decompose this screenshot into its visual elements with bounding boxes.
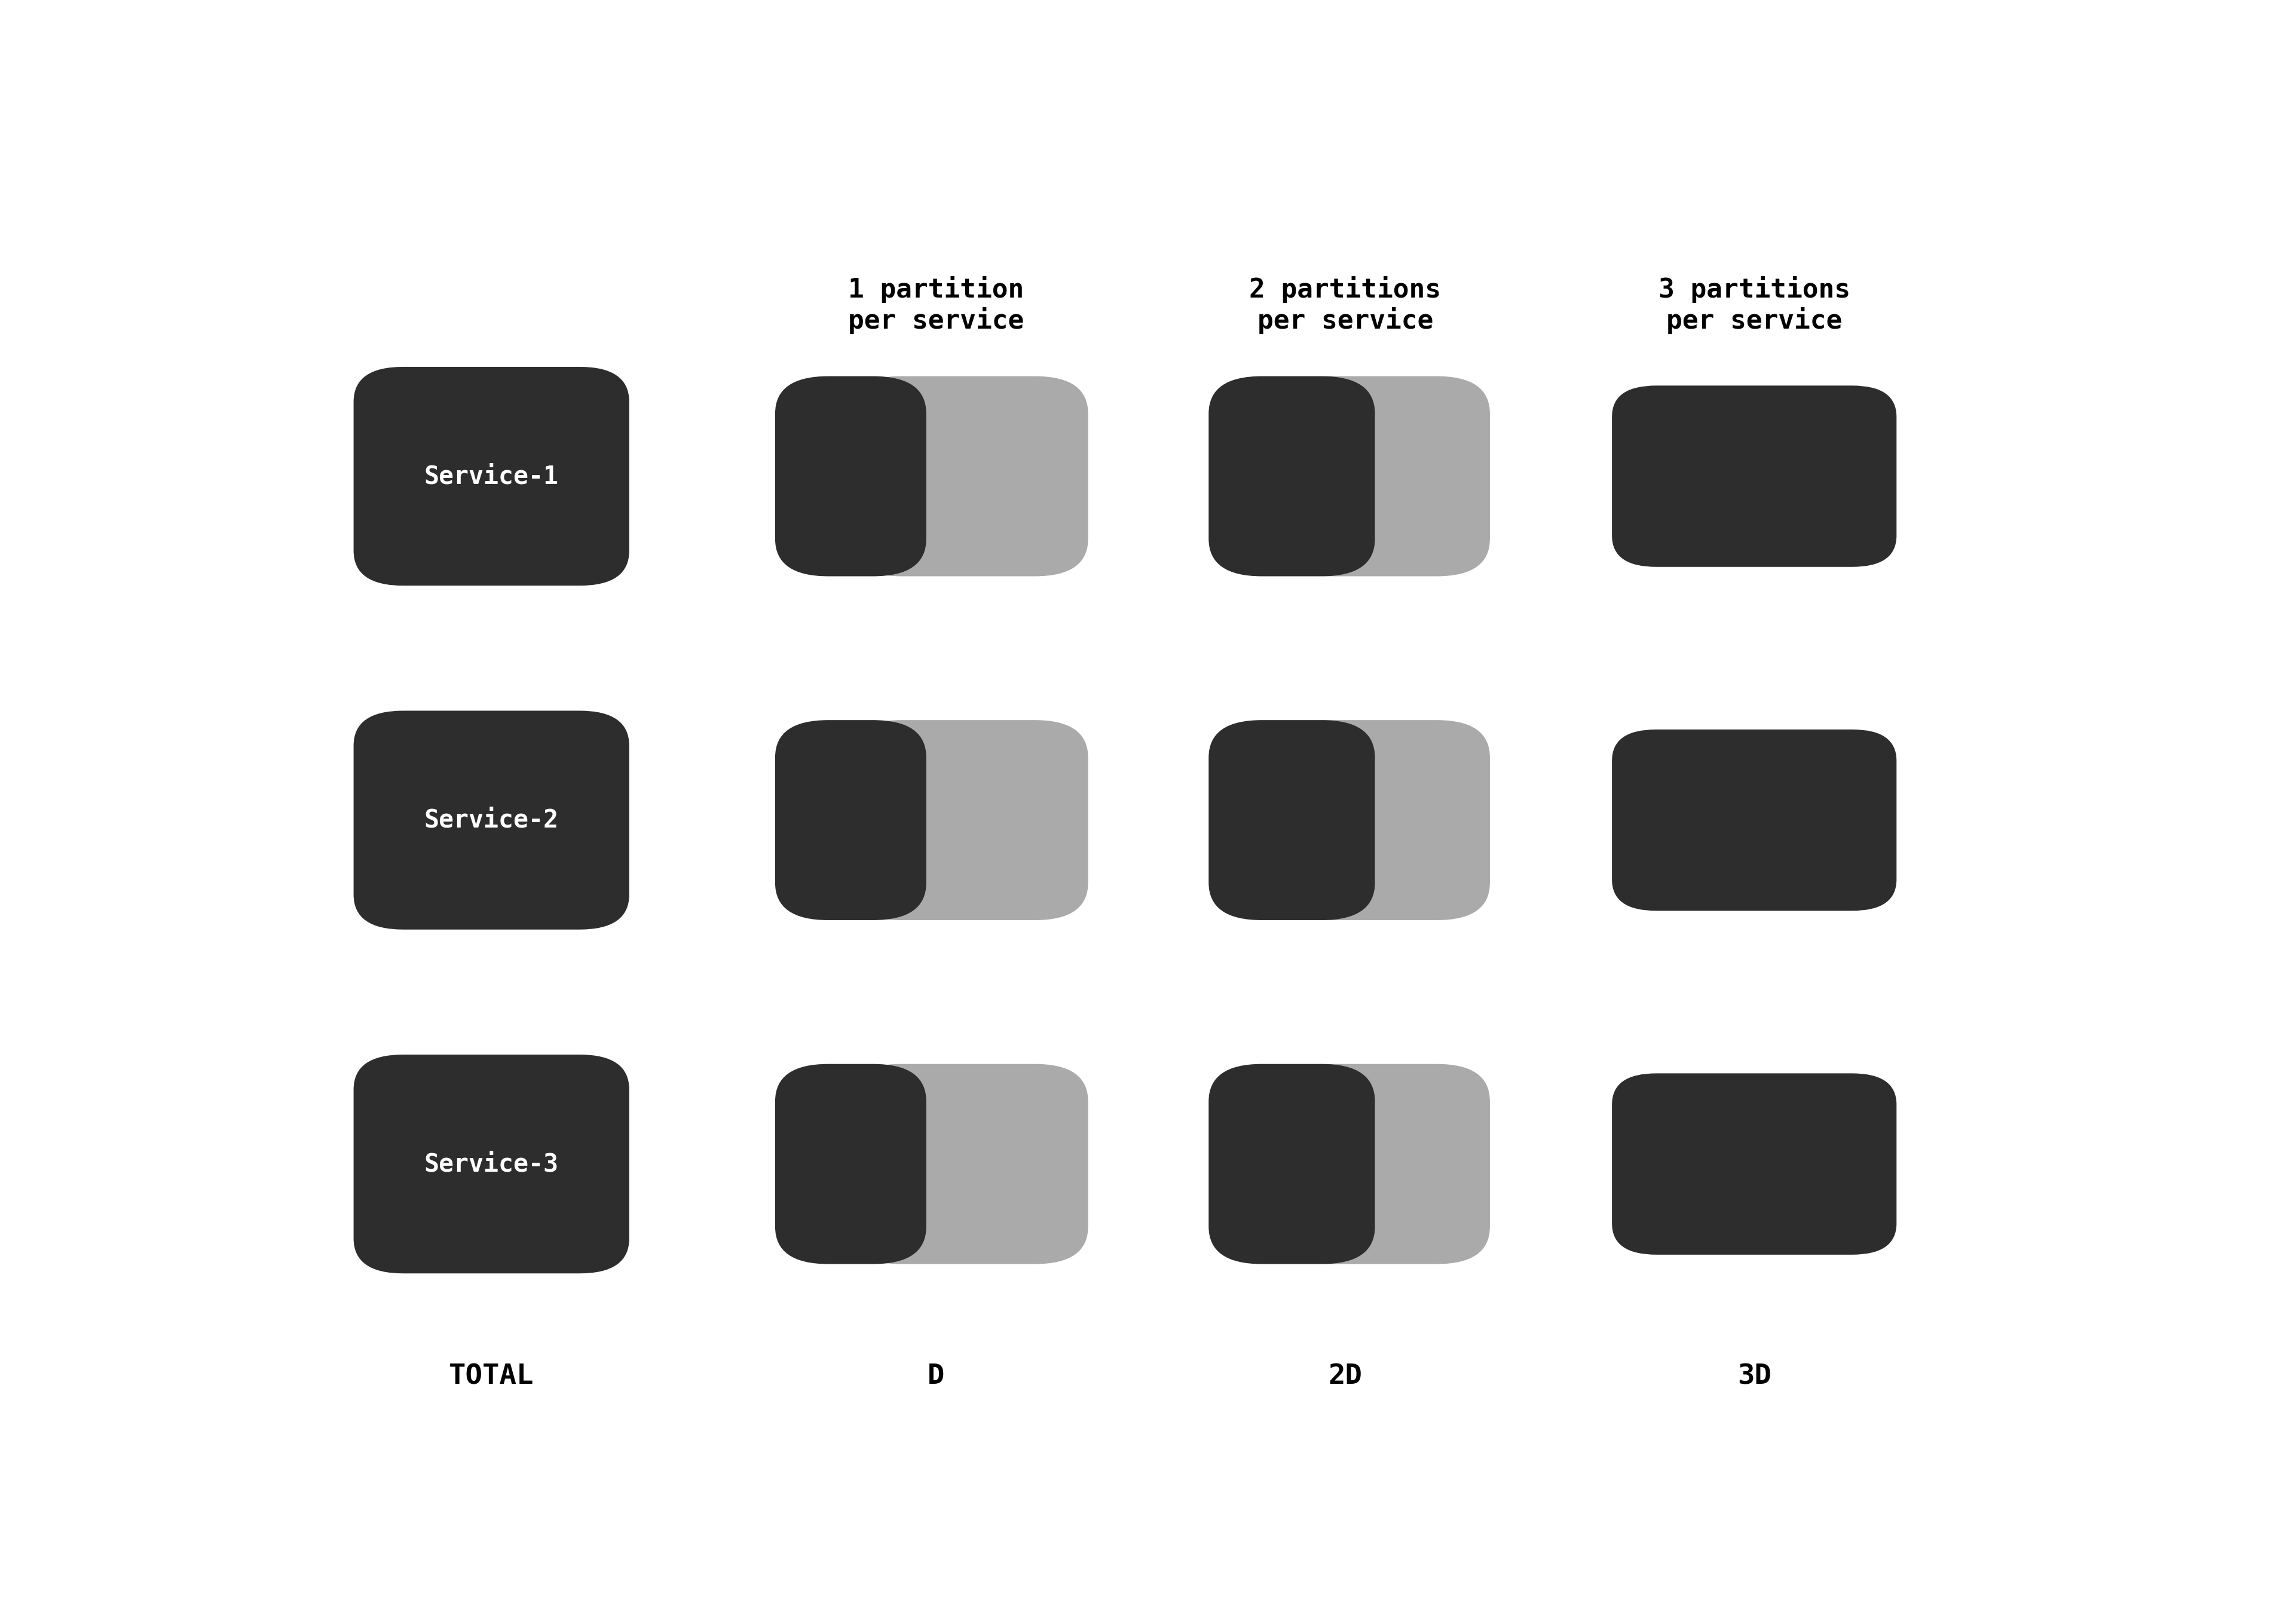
FancyBboxPatch shape <box>353 1054 629 1273</box>
Text: Service-1: Service-1 <box>425 464 558 489</box>
FancyBboxPatch shape <box>1278 719 1489 921</box>
FancyBboxPatch shape <box>1611 385 1896 567</box>
Text: 2D: 2D <box>1329 1363 1363 1390</box>
FancyBboxPatch shape <box>776 377 927 577</box>
FancyBboxPatch shape <box>1209 1064 1375 1263</box>
FancyBboxPatch shape <box>849 1064 1088 1263</box>
FancyBboxPatch shape <box>776 1064 927 1263</box>
Text: 3 partitions
per service: 3 partitions per service <box>1659 276 1850 335</box>
Text: Service-3: Service-3 <box>425 1151 558 1176</box>
FancyBboxPatch shape <box>849 377 1088 577</box>
Text: 3D: 3D <box>1737 1363 1772 1390</box>
Text: 2 partitions
per service: 2 partitions per service <box>1248 276 1441 335</box>
FancyBboxPatch shape <box>1209 377 1375 577</box>
FancyBboxPatch shape <box>849 719 1088 921</box>
FancyBboxPatch shape <box>353 711 629 929</box>
FancyBboxPatch shape <box>353 367 629 586</box>
Text: TOTAL: TOTAL <box>450 1363 535 1390</box>
FancyBboxPatch shape <box>1611 729 1896 911</box>
Text: 1 partition
per service: 1 partition per service <box>849 276 1024 335</box>
FancyBboxPatch shape <box>1278 377 1489 577</box>
FancyBboxPatch shape <box>1209 719 1375 921</box>
Text: Service-2: Service-2 <box>425 807 558 833</box>
FancyBboxPatch shape <box>1611 1073 1896 1255</box>
Text: D: D <box>927 1363 946 1390</box>
FancyBboxPatch shape <box>776 719 927 921</box>
FancyBboxPatch shape <box>1278 1064 1489 1263</box>
